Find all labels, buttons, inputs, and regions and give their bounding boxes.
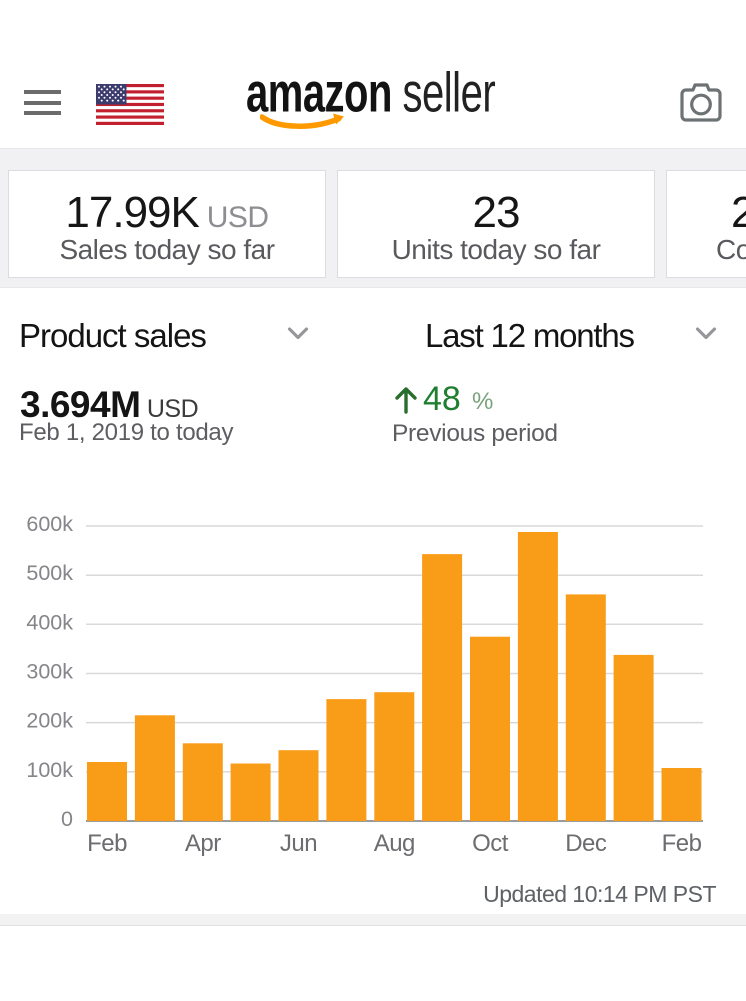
svg-text:100k: 100k — [26, 758, 73, 782]
svg-text:0: 0 — [61, 807, 73, 831]
svg-text:Aug: Aug — [374, 830, 415, 857]
svg-text:600k: 600k — [26, 512, 73, 536]
svg-text:Feb: Feb — [662, 830, 702, 857]
svg-text:200k: 200k — [26, 709, 73, 733]
svg-text:300k: 300k — [26, 660, 73, 684]
svg-text:Oct: Oct — [472, 830, 509, 857]
svg-text:500k: 500k — [26, 561, 73, 585]
svg-text:400k: 400k — [26, 610, 73, 634]
svg-text:Feb: Feb — [87, 830, 127, 857]
svg-text:Apr: Apr — [185, 830, 221, 857]
svg-text:Dec: Dec — [565, 830, 607, 857]
svg-text:Jun: Jun — [280, 830, 317, 857]
